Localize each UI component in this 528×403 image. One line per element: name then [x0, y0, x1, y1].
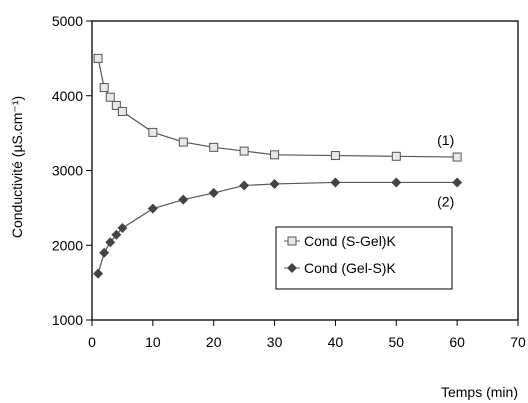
series-2-point-12: [452, 177, 463, 188]
series-1-point-2: [105, 92, 115, 102]
x-tick-label-7: 70: [510, 334, 526, 350]
x-tick-label-2: 20: [206, 334, 222, 350]
series-2-point-6: [178, 194, 189, 205]
series-2-point-10: [330, 177, 341, 188]
series-1-point-11: [391, 151, 401, 161]
series-2-point-9: [269, 178, 280, 189]
y-axis-title: Conductivité (µS.cm⁻¹): [9, 96, 25, 238]
series-1-point-5: [148, 127, 158, 137]
axes: 0 10 20 30 40 50 60 70 1000 2000 3000 4000 5000: [52, 13, 526, 350]
series-1-point-12: [452, 152, 462, 162]
series-2-point-7: [208, 187, 219, 198]
y-tick-label-0: 1000: [52, 312, 83, 328]
legend-marker-diamond: [284, 263, 300, 273]
x-tick-label-0: 0: [88, 334, 96, 350]
x-axis-title: Temps (min): [441, 384, 518, 400]
series-1-point-1: [99, 83, 109, 93]
x-tick-label-3: 30: [267, 334, 283, 350]
legend: Cond (S-Gel)K Cond (Gel-S)K: [275, 226, 453, 290]
series-2-point-11: [391, 177, 402, 188]
x-tick-label-5: 50: [388, 334, 404, 350]
series-1-point-10: [330, 151, 340, 161]
series-2-point-1: [99, 247, 110, 258]
y-tick-label-2: 3000: [52, 163, 83, 179]
series-1-point-9: [270, 150, 280, 160]
series-1-line: [97, 58, 458, 158]
series-2-point-8: [239, 180, 250, 191]
series-2-point-5: [147, 203, 158, 214]
series-1-point-6: [178, 137, 188, 147]
series-2-point-0: [93, 268, 104, 279]
series-layer: [93, 53, 463, 279]
series-1-point-4: [117, 106, 127, 116]
series-1-point-7: [209, 142, 219, 152]
legend-label-gel-s: Cond (Gel-S)K: [304, 260, 396, 276]
x-tick-label-4: 40: [328, 334, 344, 350]
series-2-point-3: [111, 229, 122, 240]
series-1-point-0: [93, 53, 103, 63]
series-2-point-4: [117, 223, 128, 234]
series-1-point-3: [111, 100, 121, 110]
legend-marker-square: [284, 236, 300, 246]
x-tick-label-6: 60: [449, 334, 465, 350]
y-tick-label-1: 2000: [52, 237, 83, 253]
curve-label-1: (1): [437, 132, 454, 148]
y-tick-label-3: 4000: [52, 88, 83, 104]
legend-label-s-gel: Cond (S-Gel)K: [304, 233, 396, 249]
x-tick-label-1: 10: [145, 334, 161, 350]
series-1-point-8: [239, 146, 249, 156]
curve-label-2: (2): [437, 193, 454, 209]
y-tick-label-4: 5000: [52, 13, 83, 29]
series-2-point-2: [105, 237, 116, 248]
